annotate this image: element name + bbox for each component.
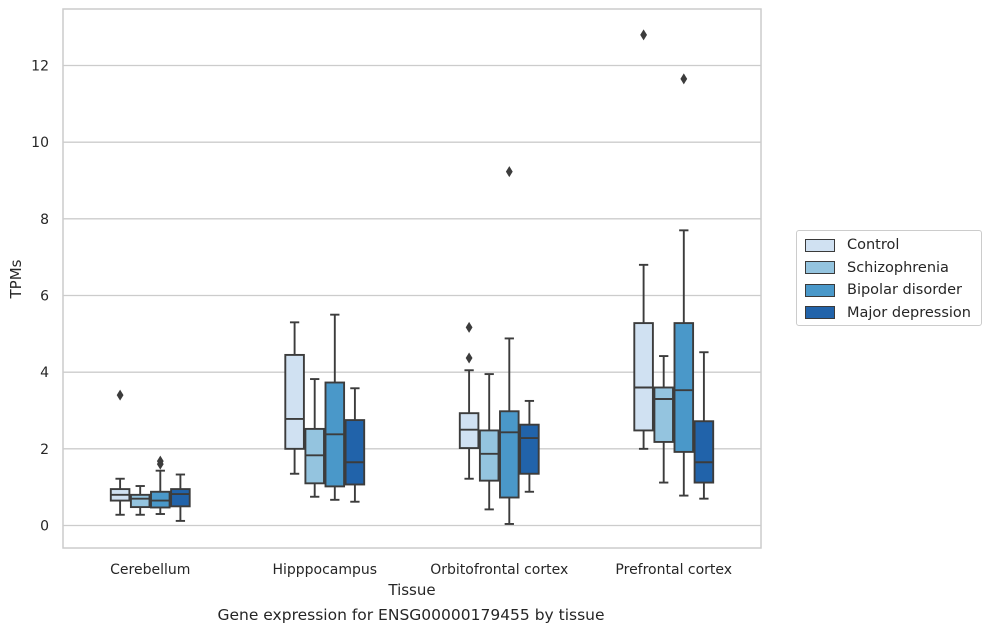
legend-label: Control — [847, 237, 900, 253]
y-tick-label: 12 — [31, 59, 49, 75]
outlier-point — [505, 166, 513, 178]
box-iqr — [129, 493, 151, 509]
box-iqr — [673, 322, 695, 453]
box-iqr — [458, 412, 480, 450]
box-iqr — [284, 353, 305, 450]
legend-swatch — [805, 261, 835, 274]
box-major-depression — [519, 399, 540, 493]
box-bipolar-disorder — [673, 73, 695, 497]
y-tick-label: 10 — [31, 135, 49, 151]
legend-label: Schizophrenia — [847, 259, 949, 276]
x-tick-labels: Cerebellum Hipppocampus Orbitofrontal cort… — [110, 562, 732, 578]
outlier-point — [465, 321, 473, 333]
legend-item: Schizophrenia — [805, 258, 949, 278]
outlier-point — [116, 389, 124, 401]
box-schizophrenia — [129, 485, 151, 516]
y-tick-label: 8 — [40, 212, 49, 228]
x-tick-label: Prefrontal cortex — [615, 562, 732, 578]
box-iqr — [653, 386, 674, 443]
plot-frame — [62, 8, 762, 549]
legend-swatch — [805, 238, 835, 252]
box-iqr — [344, 419, 366, 486]
legend: Control Schizophrenia Bipolar disorder Majo… — [796, 230, 982, 326]
legend-item: Major depression — [805, 303, 971, 323]
box-control — [633, 29, 654, 450]
box-iqr — [633, 322, 654, 432]
legend-swatch — [805, 306, 835, 319]
x-axis-title: Tissue — [387, 581, 435, 599]
box-major-depression — [344, 387, 366, 503]
box-groups — [109, 29, 715, 525]
y-tick-labels: 0 2 4 6 8 10 12 — [31, 59, 49, 535]
outlier-point — [156, 455, 164, 467]
y-tick-label: 0 — [40, 519, 49, 535]
box-iqr — [478, 429, 500, 482]
legend-label: Major depression — [847, 304, 971, 321]
y-tick-label: 4 — [40, 365, 49, 381]
box-major-depression — [170, 473, 191, 522]
box-iqr — [519, 423, 540, 475]
box-iqr — [693, 420, 715, 484]
x-tick-label: Orbitofrontal cortex — [430, 562, 568, 578]
outlier-point — [465, 352, 473, 364]
y-axis-title: TPMs — [7, 259, 25, 299]
box-bipolar-disorder — [499, 166, 520, 525]
legend-item: Control — [805, 235, 899, 255]
box-schizophrenia — [304, 378, 325, 498]
x-tick-label: Cerebellum — [110, 562, 190, 578]
legend-item: Bipolar disorder — [805, 280, 962, 300]
box-schizophrenia — [478, 373, 500, 511]
legend-swatch — [805, 283, 835, 297]
box-control — [458, 321, 480, 480]
box-iqr — [499, 410, 520, 499]
box-bipolar-disorder — [150, 455, 171, 515]
outlier-point — [680, 73, 688, 85]
box-schizophrenia — [653, 355, 674, 484]
box-control — [109, 389, 131, 516]
box-major-depression — [693, 351, 715, 500]
box-iqr — [150, 490, 171, 509]
x-tick-label: Hipppocampus — [272, 562, 377, 578]
y-tick-label: 2 — [40, 442, 49, 458]
legend-label: Bipolar disorder — [847, 282, 962, 298]
figure-caption: Gene expression for ENSG00000179455 by t… — [217, 606, 605, 624]
box-control — [284, 321, 305, 475]
box-iqr — [170, 488, 191, 508]
y-tick-label: 6 — [40, 289, 49, 305]
box-bipolar-disorder — [324, 313, 346, 501]
y-gridlines — [63, 64, 761, 527]
outlier-point — [640, 29, 647, 41]
